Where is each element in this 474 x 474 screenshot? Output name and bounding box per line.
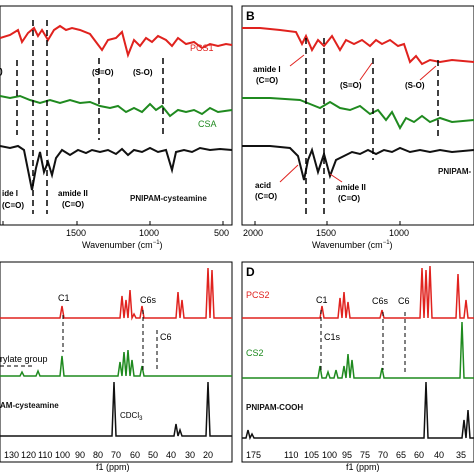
panel-b-annotation-2: (C=O) bbox=[256, 76, 278, 85]
panel-c-xtick-label: 110 bbox=[38, 450, 52, 460]
panel-d-series-1-name: PCS2 bbox=[246, 290, 270, 300]
panel-c-annotation-1: C1 bbox=[58, 293, 70, 303]
panel-c-annotation-5: CDCl3 bbox=[120, 411, 143, 422]
panel-c-xtick-label: 30 bbox=[185, 450, 195, 460]
panel-a-annotation-left: ) bbox=[0, 67, 3, 76]
panel-c-frame bbox=[0, 261, 233, 463]
panel-d-series-1-line bbox=[242, 265, 474, 319]
panel-c-series-3-name: AM-cysteamine bbox=[0, 401, 59, 410]
panel-b-annotation-1: amide I bbox=[253, 65, 281, 74]
panel-d-label: D bbox=[246, 265, 255, 279]
panel-b-annotation-7: amide II bbox=[336, 183, 366, 192]
panel-d-xtick-label: 95 bbox=[342, 450, 352, 460]
panel-c-xtick-label: 100 bbox=[55, 450, 70, 460]
panel-a: PCS1 CSA PNIPAM-cysteamine (S=O) (S-O) a… bbox=[0, 5, 233, 250]
panel-b-series-3-line bbox=[242, 145, 474, 181]
panel-d-annotation-4: C6 bbox=[398, 296, 410, 306]
panel-c-xtick-label: 120 bbox=[21, 450, 36, 460]
panel-a-series-1-line bbox=[0, 24, 233, 59]
panel-d-xlabel: f1 (ppm) bbox=[346, 462, 380, 472]
panel-c-xtick-label: 20 bbox=[203, 450, 213, 460]
panel-a-xtick-label: 1500 bbox=[66, 228, 86, 238]
panel-a-series-3-line bbox=[0, 144, 233, 191]
panel-b-xtick-label: 1500 bbox=[316, 228, 336, 238]
panel-d-series-2-name: CS2 bbox=[246, 348, 264, 358]
panel-a-annotation-2: (S-O) bbox=[133, 68, 153, 77]
panel-c: C1 C6s C6 rylate group CDCl3 AM-cysteami… bbox=[0, 261, 233, 472]
panel-d-series-2-line bbox=[242, 321, 474, 379]
panel-c-annotation-2: C6s bbox=[140, 295, 157, 305]
panel-b-series-1-line bbox=[242, 27, 474, 66]
panel-b-frame bbox=[241, 5, 474, 226]
panel-d-xtick-label: 175 bbox=[246, 450, 261, 460]
panel-b: B PNIPAM- amide I (C=O) (S=O) (S-O) acid… bbox=[241, 5, 474, 250]
panel-a-series-1-name: PCS1 bbox=[190, 43, 214, 53]
panel-c-series-2-line bbox=[0, 349, 232, 377]
panel-c-xtick-label: 70 bbox=[111, 450, 121, 460]
panel-b-annotation-6: (C=O) bbox=[255, 192, 277, 201]
panel-b-xtick-label: 2000 bbox=[243, 228, 263, 238]
panel-b-xlabel: Wavenumber (cm−1) bbox=[312, 240, 393, 250]
panel-b-series-3-name: PNIPAM- bbox=[438, 167, 472, 176]
panel-d-series-3-name: PNIPAM-COOH bbox=[246, 403, 303, 412]
panel-c-annotation-3: C6 bbox=[160, 332, 172, 342]
panel-c-xtick-label: 50 bbox=[148, 450, 158, 460]
panel-a-series-2-name: CSA bbox=[198, 119, 217, 129]
panel-b-xtick-label: 1000 bbox=[389, 228, 409, 238]
panel-b-annotation-8: (C=O) bbox=[338, 194, 360, 203]
panel-a-series-2-line bbox=[0, 94, 233, 118]
panel-b-annotation-3: (S=O) bbox=[340, 81, 362, 90]
panel-d-annotation-2: C1s bbox=[324, 332, 341, 342]
panel-c-series-3-line bbox=[0, 381, 232, 437]
panel-d-frame bbox=[241, 261, 474, 463]
panel-c-series-1-line bbox=[0, 267, 232, 321]
panel-d-xtick-label: 60 bbox=[414, 450, 424, 460]
panel-a-xticks: 1500 1000 500 bbox=[2, 221, 229, 238]
panel-d-xtick-label: 35 bbox=[456, 450, 466, 460]
panel-d-annotation-3: C6s bbox=[372, 296, 389, 306]
panel-a-xlabel: Wavenumber (cm−1) bbox=[82, 240, 163, 250]
panel-d-xtick-label: 110 bbox=[284, 450, 298, 460]
panel-d-xtick-label: 65 bbox=[396, 450, 406, 460]
panel-a-frame bbox=[0, 5, 233, 226]
panel-d-annotation-1: C1 bbox=[316, 295, 328, 305]
panel-a-xtick-label: 1000 bbox=[139, 228, 159, 238]
panel-a-xtick-label: 500 bbox=[214, 228, 229, 238]
panel-b-label: B bbox=[246, 9, 255, 23]
panel-a-series-3-name: PNIPAM-cysteamine bbox=[130, 194, 207, 203]
panel-c-xtick-label: 40 bbox=[166, 450, 176, 460]
panel-c-xtick-label: 90 bbox=[75, 450, 85, 460]
panel-c-xticks: 130 120 110 100 90 80 70 60 50 40 30 20 bbox=[4, 450, 213, 460]
panel-b-annotation-4: (S-O) bbox=[405, 81, 425, 90]
panel-d-xtick-label: 75 bbox=[360, 450, 370, 460]
panel-d-series-3-line bbox=[242, 381, 474, 441]
panel-a-annotation-5: ide I bbox=[2, 189, 18, 198]
panel-b-xticks: 2000 1500 1000 bbox=[243, 221, 409, 238]
panel-b-arrows bbox=[279, 54, 437, 183]
panel-b-series-2-line bbox=[242, 97, 474, 131]
panel-a-annotation-6: (C=O) bbox=[2, 201, 24, 210]
panel-a-annotation-4: (C=O) bbox=[62, 200, 84, 209]
panel-c-xtick-label: 130 bbox=[4, 450, 19, 460]
panel-c-xtick-label: 60 bbox=[130, 450, 140, 460]
panel-c-xtick-label: 80 bbox=[93, 450, 103, 460]
panel-c-xlabel: f1 (ppm) bbox=[96, 462, 130, 472]
panel-d: D PCS2 CS2 PNIPAM-COOH C1 C1s C6s C6 175… bbox=[241, 261, 474, 472]
panel-a-annotation-1: (S=O) bbox=[92, 68, 114, 77]
panel-c-annotation-4: rylate group bbox=[0, 354, 48, 364]
panel-d-xtick-label: 40 bbox=[434, 450, 444, 460]
panel-d-xtick-label: 100 bbox=[322, 450, 337, 460]
panel-d-xticks: 175 110 105 100 95 75 70 65 60 40 35 bbox=[246, 450, 466, 460]
panel-d-xtick-label: 70 bbox=[378, 450, 388, 460]
panel-a-annotation-3: amide II bbox=[58, 189, 88, 198]
panel-d-xtick-label: 105 bbox=[304, 450, 319, 460]
panel-b-annotation-5: acid bbox=[255, 181, 271, 190]
